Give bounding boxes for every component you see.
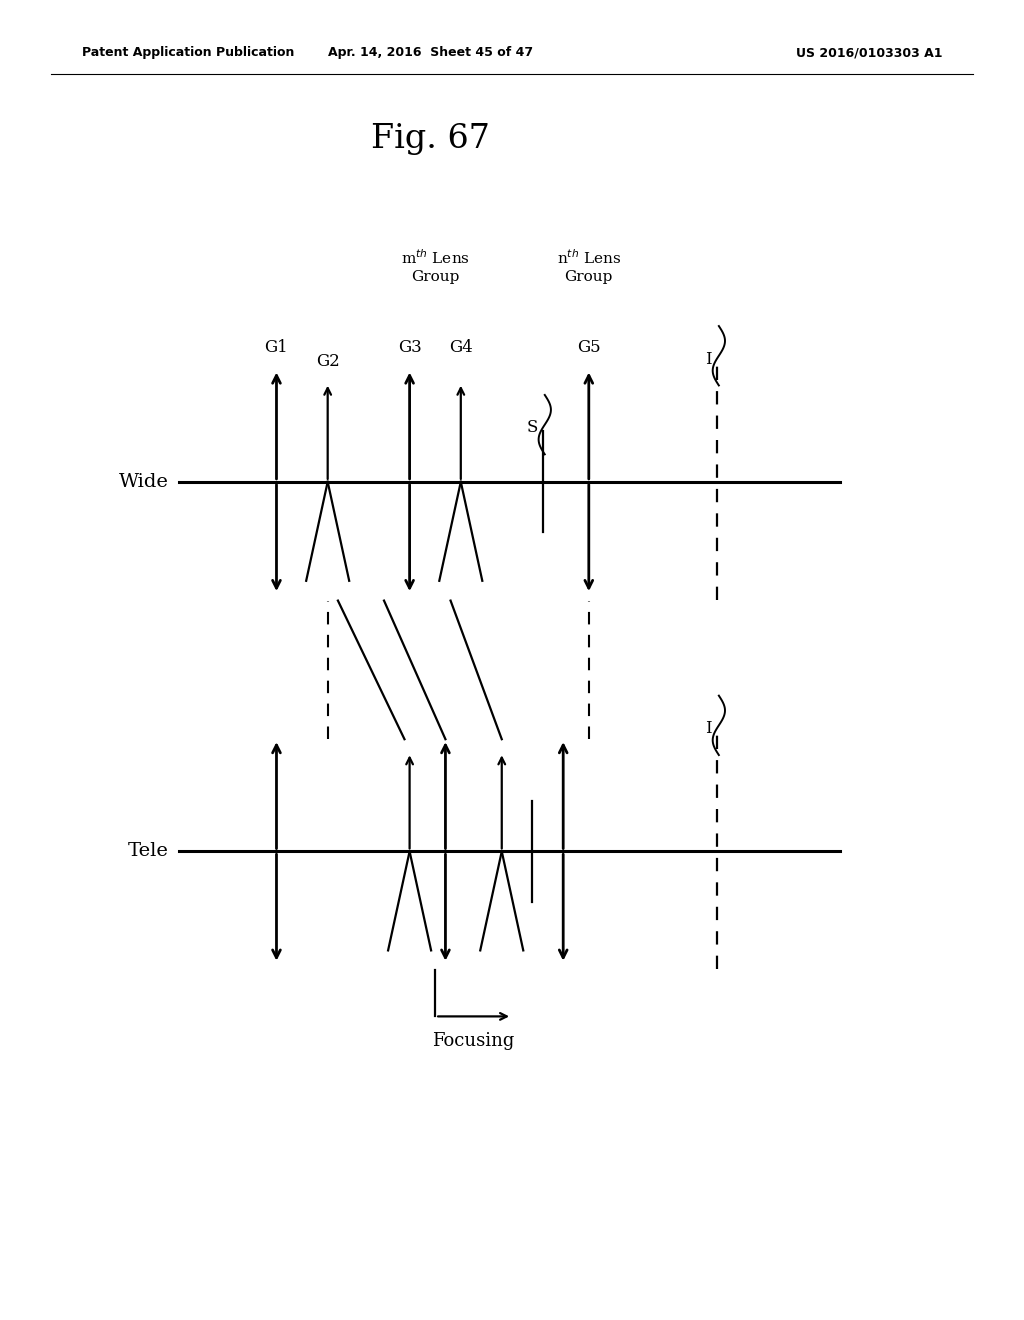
Text: Patent Application Publication: Patent Application Publication xyxy=(82,46,294,59)
Text: G1: G1 xyxy=(264,339,289,356)
Text: Apr. 14, 2016  Sheet 45 of 47: Apr. 14, 2016 Sheet 45 of 47 xyxy=(328,46,532,59)
Text: Fig. 67: Fig. 67 xyxy=(371,123,489,154)
Text: I: I xyxy=(706,721,712,737)
Text: G3: G3 xyxy=(397,339,422,356)
Text: m$^{th}$ Lens
Group: m$^{th}$ Lens Group xyxy=(400,248,470,284)
Text: G2: G2 xyxy=(315,352,340,370)
Text: S: S xyxy=(526,420,538,437)
Text: US 2016/0103303 A1: US 2016/0103303 A1 xyxy=(796,46,942,59)
Text: Focusing: Focusing xyxy=(432,1032,515,1051)
Text: Tele: Tele xyxy=(128,842,169,861)
Text: Wide: Wide xyxy=(119,473,169,491)
Text: G5: G5 xyxy=(577,339,601,356)
Text: I: I xyxy=(706,351,712,367)
Text: G4: G4 xyxy=(449,339,473,356)
Text: n$^{th}$ Lens
Group: n$^{th}$ Lens Group xyxy=(557,248,621,284)
